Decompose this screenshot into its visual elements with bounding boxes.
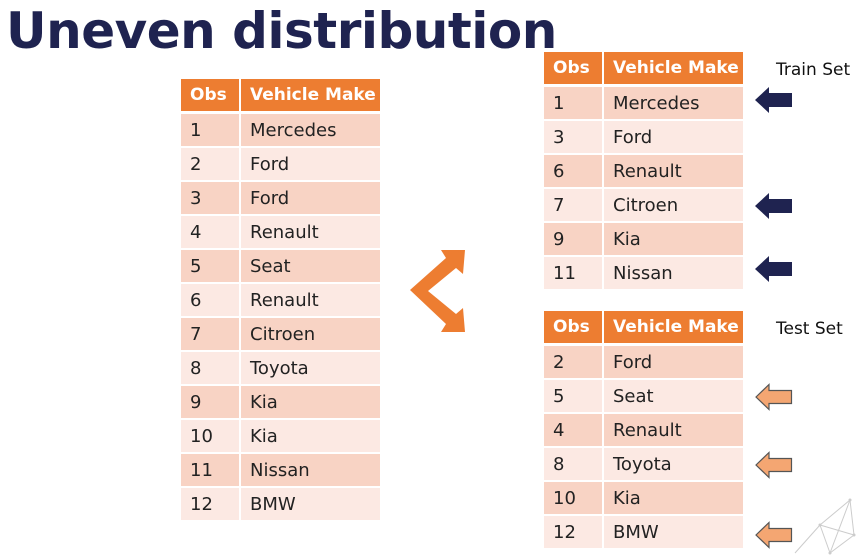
vehicle-make-cell: BMW — [603, 515, 743, 550]
table-row: 10 Kia — [181, 419, 380, 454]
obs-cell: 3 — [181, 181, 241, 216]
table-row: 12 BMW — [544, 515, 743, 550]
vehicle-make-cell: Kia — [603, 481, 743, 516]
table-row: 1 Mercedes — [181, 112, 380, 148]
network-decoration-icon — [794, 498, 856, 555]
vehicle-make-cell: Citroen — [240, 317, 380, 352]
test-set-label: Test Set — [776, 319, 843, 339]
vehicle-make-cell: Toyota — [603, 447, 743, 482]
test-arrow-icon — [755, 521, 793, 549]
test-arrow-icon — [755, 383, 793, 411]
obs-cell: 10 — [181, 419, 241, 454]
table-row: 7 Citroen — [181, 317, 380, 352]
vehicle-make-cell: Kia — [240, 419, 380, 454]
obs-cell: 2 — [181, 147, 241, 182]
train-arrow-icon — [755, 256, 792, 282]
header-vehicle-make: Vehicle Make — [603, 52, 743, 87]
vehicle-make-cell: Mercedes — [240, 112, 380, 148]
train-table-body: 1 Mercedes 3 Ford 6 Renault 7 Citroen 9 Kia 11 Niss… — [544, 85, 743, 291]
vehicle-make-cell: Ford — [603, 344, 743, 380]
header-obs: Obs — [181, 79, 241, 114]
obs-cell: 2 — [544, 344, 604, 380]
header-obs: Obs — [544, 52, 604, 87]
table-row: 3 Ford — [544, 120, 743, 155]
obs-cell: 8 — [544, 447, 604, 482]
obs-cell: 4 — [544, 413, 604, 448]
obs-cell: 3 — [544, 120, 604, 155]
vehicle-make-cell: Renault — [603, 154, 743, 189]
full-table-body: 1 Mercedes 2 Ford 3 Ford 4 Renault 5 Seat 6 Renault… — [181, 112, 380, 522]
vehicle-make-cell: Nissan — [240, 453, 380, 488]
table-row: 9 Kia — [181, 385, 380, 420]
table-row: 3 Ford — [181, 181, 380, 216]
obs-cell: 12 — [181, 487, 241, 522]
train-set-table: Obs Vehicle Make 1 Mercedes 3 Ford 6 Renault 7… — [544, 52, 743, 291]
vehicle-make-cell: Kia — [240, 385, 380, 420]
obs-cell: 4 — [181, 215, 241, 250]
vehicle-make-cell: Seat — [240, 249, 380, 284]
obs-cell: 1 — [544, 85, 604, 121]
vehicle-make-cell: BMW — [240, 487, 380, 522]
table-row: 2 Ford — [544, 344, 743, 380]
table-header-row: Obs Vehicle Make — [181, 79, 380, 114]
table-row: 4 Renault — [181, 215, 380, 250]
vehicle-make-cell: Ford — [240, 181, 380, 216]
vehicle-make-cell: Ford — [240, 147, 380, 182]
table-row: 2 Ford — [181, 147, 380, 182]
obs-cell: 6 — [544, 154, 604, 189]
obs-cell: 11 — [181, 453, 241, 488]
train-set-label: Train Set — [776, 60, 851, 80]
vehicle-make-cell: Renault — [240, 283, 380, 318]
table-row: 9 Kia — [544, 222, 743, 257]
test-set-table: Obs Vehicle Make 2 Ford 5 Seat 4 Renault 8 Toyo… — [544, 311, 743, 550]
vehicle-make-cell: Nissan — [603, 256, 743, 291]
vehicle-make-cell: Ford — [603, 120, 743, 155]
table-row: 10 Kia — [544, 481, 743, 516]
table-header-row: Obs Vehicle Make — [544, 52, 743, 87]
obs-cell: 5 — [181, 249, 241, 284]
table-row: 8 Toyota — [181, 351, 380, 386]
test-arrow-icon — [755, 451, 793, 479]
header-obs: Obs — [544, 311, 604, 346]
table-row: 6 Renault — [544, 154, 743, 189]
table-header-row: Obs Vehicle Make — [544, 311, 743, 346]
table-row: 7 Citroen — [544, 188, 743, 223]
vehicle-make-cell: Renault — [240, 215, 380, 250]
table-row: 6 Renault — [181, 283, 380, 318]
obs-cell: 9 — [544, 222, 604, 257]
train-arrow-icon — [755, 193, 792, 219]
vehicle-make-cell: Citroen — [603, 188, 743, 223]
vehicle-make-cell: Toyota — [240, 351, 380, 386]
full-data-table: Obs Vehicle Make 1 Mercedes 2 Ford 3 Ford 4 Ren… — [181, 79, 380, 522]
split-arrow-icon — [410, 250, 465, 332]
table-row: 5 Seat — [544, 379, 743, 414]
page-title: Uneven distribution — [6, 2, 557, 60]
vehicle-make-cell: Seat — [603, 379, 743, 414]
test-table-body: 2 Ford 5 Seat 4 Renault 8 Toyota 10 Kia 12 BMW — [544, 344, 743, 550]
vehicle-make-cell: Kia — [603, 222, 743, 257]
obs-cell: 7 — [544, 188, 604, 223]
table-row: 11 Nissan — [544, 256, 743, 291]
header-vehicle-make: Vehicle Make — [603, 311, 743, 346]
obs-cell: 11 — [544, 256, 604, 291]
vehicle-make-cell: Renault — [603, 413, 743, 448]
table-row: 12 BMW — [181, 487, 380, 522]
table-row: 1 Mercedes — [544, 85, 743, 121]
header-vehicle-make: Vehicle Make — [240, 79, 380, 114]
vehicle-make-cell: Mercedes — [603, 85, 743, 121]
obs-cell: 5 — [544, 379, 604, 414]
table-row: 5 Seat — [181, 249, 380, 284]
obs-cell: 6 — [181, 283, 241, 318]
table-row: 4 Renault — [544, 413, 743, 448]
obs-cell: 10 — [544, 481, 604, 516]
table-row: 11 Nissan — [181, 453, 380, 488]
train-arrow-icon — [755, 87, 792, 113]
obs-cell: 1 — [181, 112, 241, 148]
table-row: 8 Toyota — [544, 447, 743, 482]
obs-cell: 7 — [181, 317, 241, 352]
obs-cell: 9 — [181, 385, 241, 420]
obs-cell: 8 — [181, 351, 241, 386]
obs-cell: 12 — [544, 515, 604, 550]
